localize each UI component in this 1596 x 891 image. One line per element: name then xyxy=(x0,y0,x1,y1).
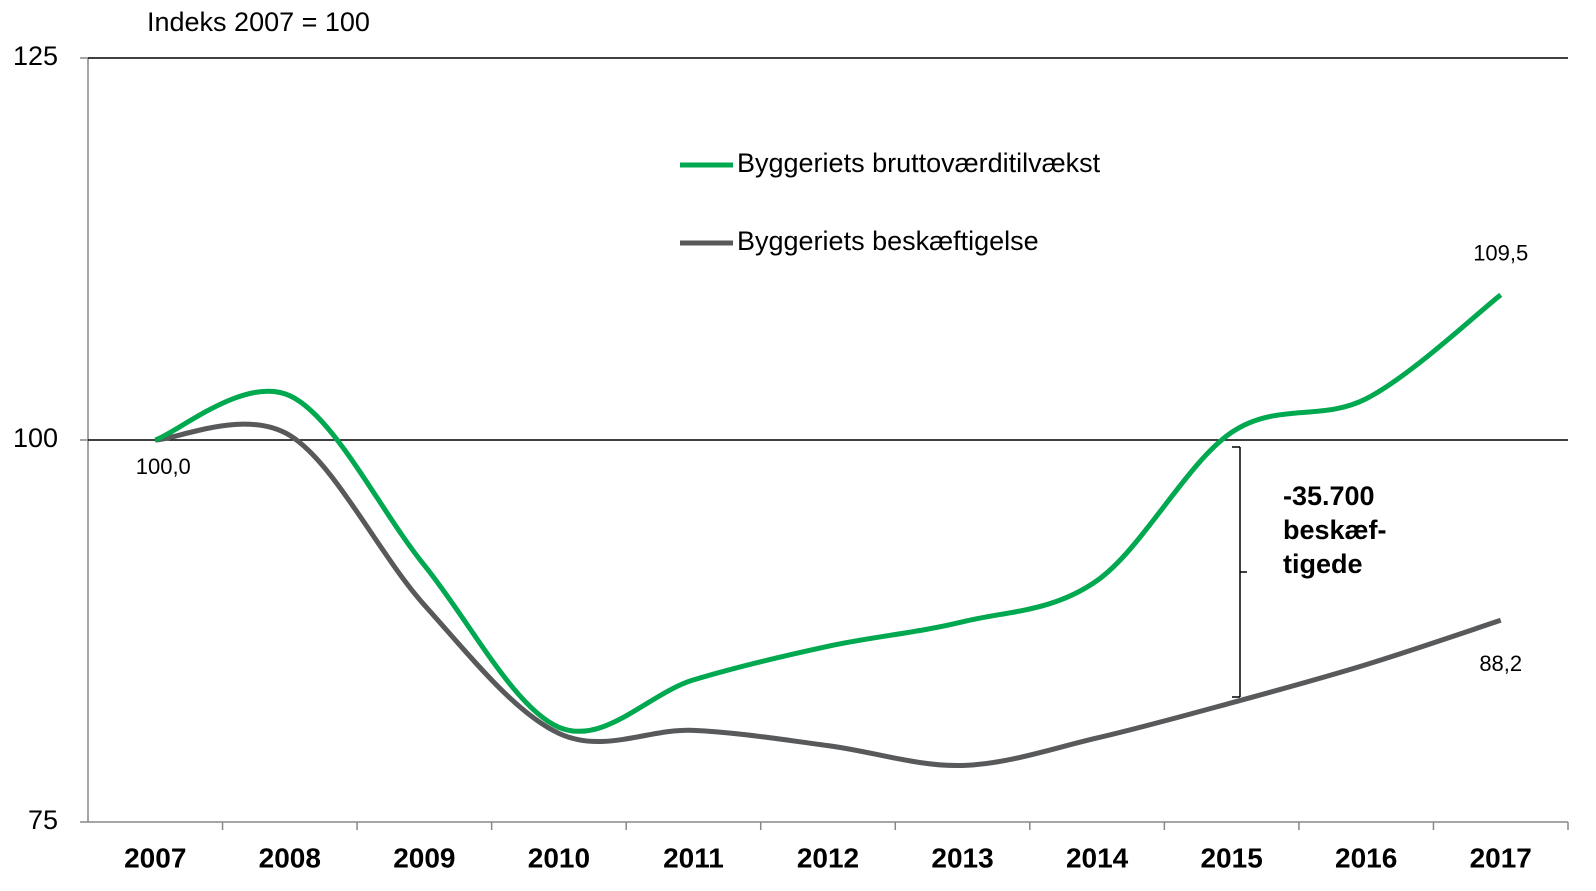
y-tick-label: 125 xyxy=(13,41,58,71)
annotation: beskæf- xyxy=(1283,515,1387,545)
x-tick-label: 2016 xyxy=(1335,842,1397,873)
x-tick-label: 2010 xyxy=(528,842,590,873)
x-tick-label: 2017 xyxy=(1470,842,1532,873)
data-label: 109,5 xyxy=(1473,241,1528,266)
annotation: -35.700 xyxy=(1283,481,1375,511)
line xyxy=(155,421,1502,768)
data-label: 100,0 xyxy=(136,454,191,479)
y-tick-label: 75 xyxy=(28,805,58,835)
x-tick-label: 2011 xyxy=(663,842,724,873)
legend-label: Byggeriets bruttoværditilvækst xyxy=(737,148,1101,178)
y-tick-label: 100 xyxy=(13,423,58,453)
annotation: tigede xyxy=(1283,549,1363,579)
line xyxy=(154,292,1503,734)
x-tick-label: 2014 xyxy=(1066,842,1129,873)
x-tick-label: 2013 xyxy=(931,842,993,873)
x-tick-label: 2012 xyxy=(797,842,859,873)
x-tick-label: 2008 xyxy=(259,842,321,873)
x-tick-label: 2015 xyxy=(1200,842,1262,873)
y-axis-label: Indeks 2007 = 100 xyxy=(147,7,370,37)
x-tick-label: 2007 xyxy=(124,842,186,873)
data-label: 88,2 xyxy=(1479,651,1522,676)
legend-label: Byggeriets beskæftigelse xyxy=(737,226,1039,256)
x-tick-label: 2009 xyxy=(393,842,455,873)
